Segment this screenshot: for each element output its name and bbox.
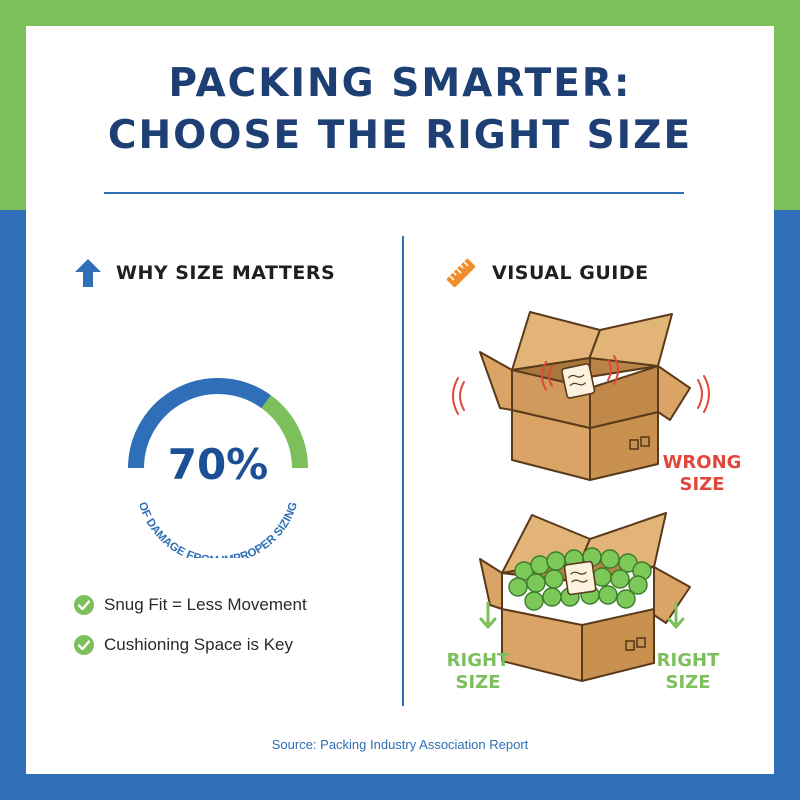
page-title: PACKING SMARTER: CHOOSE THE RIGHT SIZE [0, 58, 800, 162]
section-heading-left: WHY SIZE MATTERS [116, 262, 336, 284]
gauge-blue-arc [128, 378, 271, 469]
section-heading-right: VISUAL GUIDE [492, 262, 649, 284]
wrong-size-label-line1: WRONG [662, 452, 742, 473]
title-line-2: CHOOSE THE RIGHT SIZE [107, 113, 693, 158]
wrong-size-box-illustration [452, 311, 710, 481]
list-item: Snug Fit = Less Movement [74, 594, 307, 616]
source-citation: Source: Packing Industry Association Rep… [271, 737, 529, 752]
stat-value: 70% [167, 440, 269, 489]
right-size-label-right-line2: SIZE [665, 672, 711, 693]
checklist: Snug Fit = Less Movement Cushioning Spac… [74, 594, 307, 674]
why-size-matters-header: WHY SIZE MATTERS [74, 258, 335, 288]
right-size-label-left-line2: SIZE [455, 672, 501, 693]
right-size-label-left-line1: RIGHT [446, 650, 510, 671]
right-size-label-left: RIGHT SIZE [438, 650, 518, 694]
wrong-size-label-line2: SIZE [679, 474, 725, 495]
title-line-1: PACKING SMARTER: [168, 61, 632, 106]
right-size-label-right-line1: RIGHT [656, 650, 720, 671]
wrong-size-label: WRONG SIZE [652, 452, 752, 496]
gauge-green-arc [261, 395, 308, 469]
checklist-text: Cushioning Space is Key [104, 635, 294, 654]
column-divider [402, 236, 404, 706]
stat-caption: OF DAMAGE FROM IMPROPER SIZING [136, 501, 300, 558]
list-item: Cushioning Space is Key [74, 634, 307, 656]
check-circle-icon [74, 595, 94, 615]
right-size-box-illustration [479, 512, 691, 682]
stat-gauge: OF DAMAGE FROM IMPROPER SIZING [128, 378, 308, 558]
arrow-up-icon [75, 259, 101, 287]
title-divider [104, 192, 684, 194]
visual-guide-header: VISUAL GUIDE [444, 256, 649, 290]
checklist-text: Snug Fit = Less Movement [104, 595, 307, 614]
check-circle-icon [74, 635, 94, 655]
right-size-label-right: RIGHT SIZE [648, 650, 728, 694]
ruler-icon [446, 258, 476, 288]
